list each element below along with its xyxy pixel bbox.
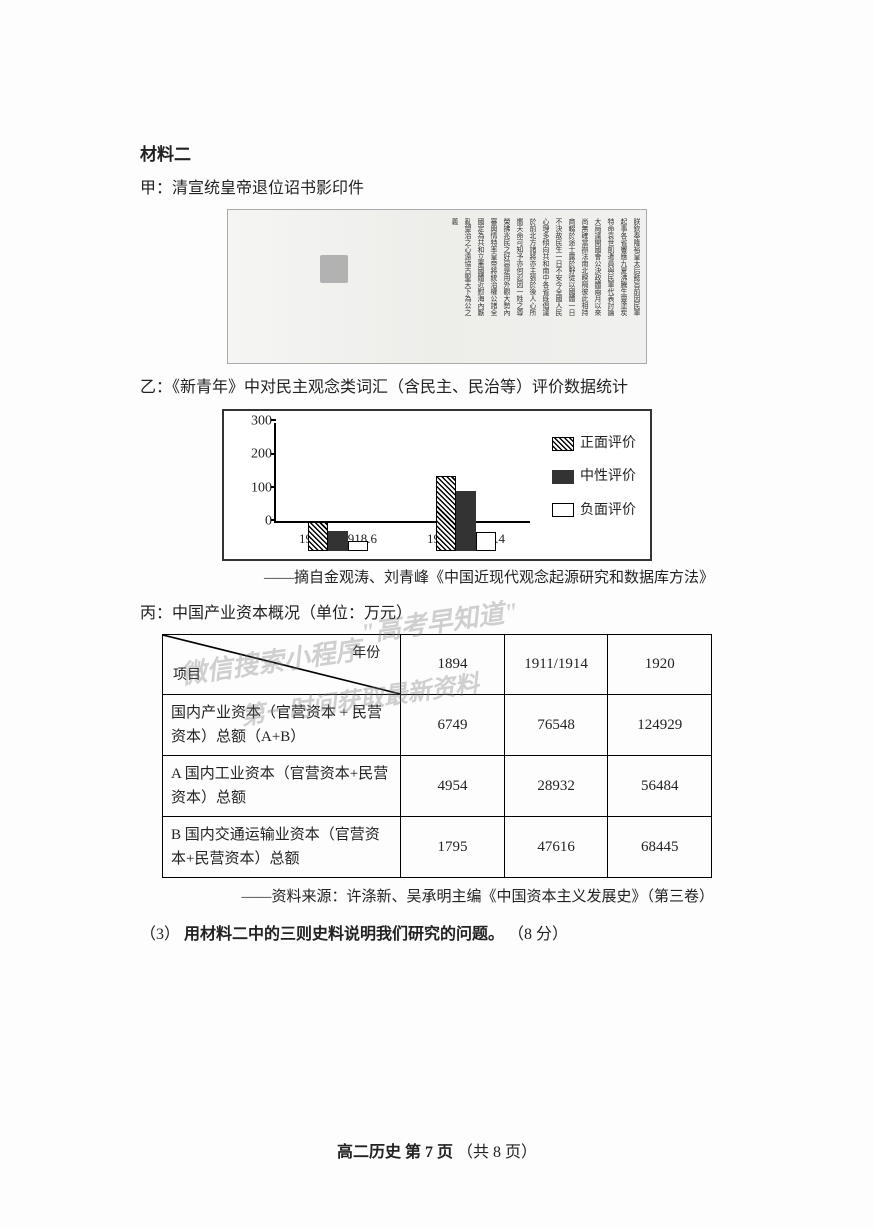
legend-label: 中性评价 — [580, 464, 636, 489]
bar — [476, 532, 496, 550]
legend-swatch — [552, 437, 574, 451]
bar — [436, 476, 456, 551]
bar — [328, 531, 348, 551]
col-header: 1911/1914 — [504, 635, 608, 695]
bar-group — [274, 423, 402, 550]
part-c-citation: ——资料来源：许涤新、吴承明主编《中国资本主义发展史》（第三卷） — [140, 884, 714, 911]
bar — [456, 491, 476, 551]
capital-table: 年份 项目 1894 1911/1914 1920 国内产业资本（官营资本 + … — [162, 634, 712, 878]
question-3: （3） 用材料二中的三则史料说明我们研究的问题。 （8 分） — [140, 921, 734, 950]
legend-label: 正面评价 — [580, 431, 636, 456]
chart-legend: 正面评价中性评价负面评价 — [552, 423, 636, 523]
legend-item: 正面评价 — [552, 431, 636, 456]
page-footer: 高二历史 第 7 页 （共 8 页） — [0, 1139, 874, 1168]
table-row: 国内产业资本（官营资本 + 民营资本）总额（A+B） 6749 76548 12… — [163, 695, 712, 756]
part-b-citation: ——摘自金观涛、刘青峰《中国近现代观念起源研究和数据库方法》 — [140, 565, 714, 592]
part-a-label: 甲：清宣统皇帝退位诏书影印件 — [140, 175, 734, 204]
bar — [348, 541, 368, 551]
legend-swatch — [552, 470, 574, 484]
section-title: 材料二 — [140, 140, 734, 171]
bar-group — [402, 423, 530, 550]
diag-bottom-label: 项目 — [173, 663, 201, 688]
bar — [308, 522, 328, 550]
legend-label: 负面评价 — [580, 498, 636, 523]
col-header: 1894 — [401, 635, 505, 695]
table-row: B 国内交通运输业资本（官营资本+民营资本）总额 1795 47616 6844… — [163, 817, 712, 878]
y-tick-label: 100 — [240, 475, 272, 500]
question-number: （3） — [140, 926, 180, 943]
part-b-label: 乙：《新青年》中对民主观念类词汇（含民主、民治等）评价数据统计 — [140, 374, 734, 403]
legend-item: 负面评价 — [552, 498, 636, 523]
table-diag-header: 年份 项目 — [163, 635, 401, 695]
legend-swatch — [552, 503, 574, 517]
diag-top-label: 年份 — [352, 641, 380, 666]
col-header: 1920 — [608, 635, 712, 695]
legend-item: 中性评价 — [552, 464, 636, 489]
bar-chart: 0100200300 1915.9–1918.61918.7–1921.4 正面… — [222, 409, 652, 560]
y-tick-label: 300 — [240, 409, 272, 434]
question-text: 用材料二中的三则史料说明我们研究的问题。 — [184, 926, 504, 943]
y-tick-label: 200 — [240, 442, 272, 467]
table-row: A 国内工业资本（官营资本+民营资本）总额 4954 28932 56484 — [163, 756, 712, 817]
y-tick-label: 0 — [240, 509, 272, 534]
question-points: （8 分） — [508, 926, 568, 943]
part-c-label: 丙：中国产业资本概况（单位：万元） — [140, 600, 734, 629]
edict-image: 朕欽奉隆裕皇太后懿旨前因民軍起事各省響應九夏沸騰生靈塗炭特命袁世凱遣員與民軍代表… — [227, 209, 647, 364]
footer-total: （共 8 页） — [457, 1144, 537, 1161]
footer-page: 高二历史 第 7 页 — [337, 1144, 453, 1161]
